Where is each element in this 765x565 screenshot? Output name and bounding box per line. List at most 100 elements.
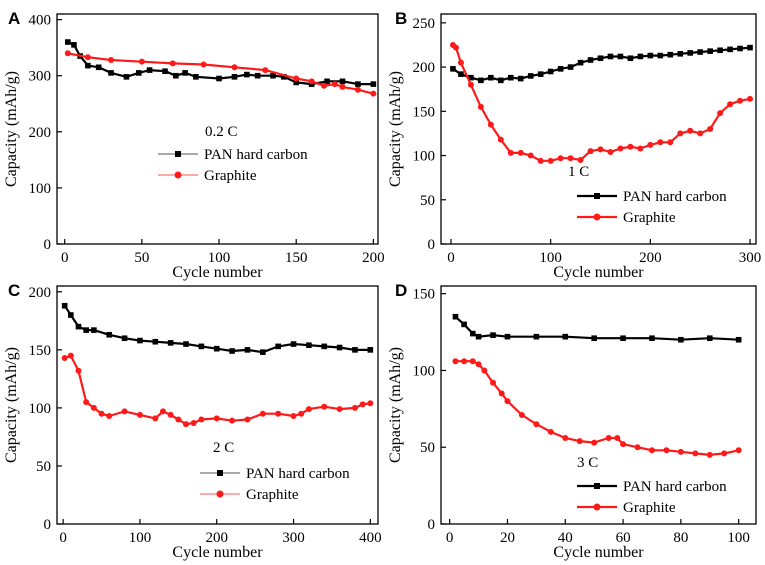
data-point xyxy=(498,390,505,397)
data-point xyxy=(167,411,174,418)
data-point xyxy=(324,78,330,85)
legend-marker xyxy=(593,503,601,511)
x-tick-label: 100 xyxy=(129,530,152,546)
data-point xyxy=(687,50,694,56)
y-axis-label: Capacity (mAh/g) xyxy=(387,347,404,463)
data-point xyxy=(293,79,300,86)
data-point xyxy=(687,127,694,134)
data-point xyxy=(533,421,540,428)
panel-letter: B xyxy=(395,9,407,28)
data-point xyxy=(517,75,524,82)
data-point xyxy=(517,149,524,156)
data-point xyxy=(244,71,250,78)
data-point xyxy=(481,367,488,374)
x-tick-label: 0 xyxy=(61,250,69,266)
data-point xyxy=(159,408,166,415)
series-line xyxy=(455,360,739,456)
data-point xyxy=(162,68,168,75)
y-axis-label: Capacity (mAh/g) xyxy=(387,71,404,187)
x-axis-label: Cycle number xyxy=(172,544,263,561)
series-graphite xyxy=(61,352,374,428)
panel-a: A 0 50 100 150 200 0 100 200 300 400 Cycle number Ca… xyxy=(3,9,385,281)
y-tick-label: 200 xyxy=(29,125,52,141)
data-point xyxy=(108,70,114,76)
rate-label: 2 C xyxy=(213,440,234,456)
data-point xyxy=(359,401,366,408)
data-point xyxy=(562,435,569,442)
x-tick-label: 100 xyxy=(208,250,231,266)
plot-frame xyxy=(440,285,757,525)
data-point xyxy=(617,53,624,60)
data-point xyxy=(290,413,297,420)
data-point xyxy=(627,55,634,62)
series-line xyxy=(452,46,751,82)
legend-label: PAN hard carbon xyxy=(204,147,308,163)
data-point xyxy=(336,406,343,413)
data-point xyxy=(308,78,315,85)
data-point xyxy=(727,46,733,53)
data-point xyxy=(478,77,484,84)
data-point xyxy=(254,72,261,79)
x-tick-label: 50 xyxy=(134,250,149,266)
y-tick-label: 250 xyxy=(413,16,436,32)
y-tick-label: 150 xyxy=(29,343,52,359)
y-tick-label: 100 xyxy=(413,149,436,165)
data-point xyxy=(663,447,670,454)
data-point xyxy=(477,103,484,110)
panel-letter: D xyxy=(395,281,407,300)
data-point xyxy=(290,341,297,347)
data-point xyxy=(567,64,574,70)
legend-label: Graphite xyxy=(623,210,676,226)
data-point xyxy=(106,331,113,338)
data-point xyxy=(697,49,703,55)
data-point xyxy=(469,330,476,337)
data-point xyxy=(193,74,199,80)
legend-label: PAN hard carbon xyxy=(623,479,727,495)
y-tick-label: 100 xyxy=(29,181,52,197)
data-point xyxy=(167,340,174,346)
data-point xyxy=(367,347,374,353)
data-point xyxy=(182,70,188,76)
x-tick-label: 0 xyxy=(446,530,454,546)
data-point xyxy=(692,450,699,457)
data-point xyxy=(190,419,197,426)
data-point xyxy=(452,44,459,51)
data-point xyxy=(305,406,312,413)
legend: PAN hard carbon Graphite xyxy=(577,189,727,226)
data-point xyxy=(697,130,704,137)
y-tick-label: 0 xyxy=(44,517,52,533)
data-point xyxy=(727,101,734,108)
data-point xyxy=(108,57,115,63)
data-point xyxy=(490,379,497,386)
series-pan xyxy=(61,302,374,355)
data-point xyxy=(61,354,68,361)
data-point xyxy=(504,333,511,340)
data-point xyxy=(591,335,597,342)
legend: PAN hard carbon Graphite xyxy=(158,147,308,184)
legend: PAN hard carbon Graphite xyxy=(577,479,727,516)
y-axis-label: Capacity (mAh/g) xyxy=(3,347,20,463)
data-point xyxy=(527,73,534,79)
data-point xyxy=(706,335,713,342)
data-point xyxy=(146,67,153,73)
series-pan xyxy=(450,44,753,84)
data-point xyxy=(657,139,664,146)
rate-label: 3 C xyxy=(577,455,598,471)
data-point xyxy=(351,404,358,411)
data-point xyxy=(707,48,713,54)
data-point xyxy=(229,417,236,424)
data-point xyxy=(547,68,554,75)
data-point xyxy=(331,81,338,88)
data-point xyxy=(735,447,742,454)
rate-label: 0.2 C xyxy=(205,124,238,140)
data-point xyxy=(547,428,554,435)
data-point xyxy=(707,126,714,132)
data-point xyxy=(469,358,476,365)
data-point xyxy=(138,58,145,65)
plot-frame xyxy=(440,13,757,245)
data-point xyxy=(152,338,159,345)
data-point xyxy=(533,333,540,340)
y-tick-label: 0 xyxy=(44,237,52,253)
x-tick-label: 200 xyxy=(362,250,385,266)
